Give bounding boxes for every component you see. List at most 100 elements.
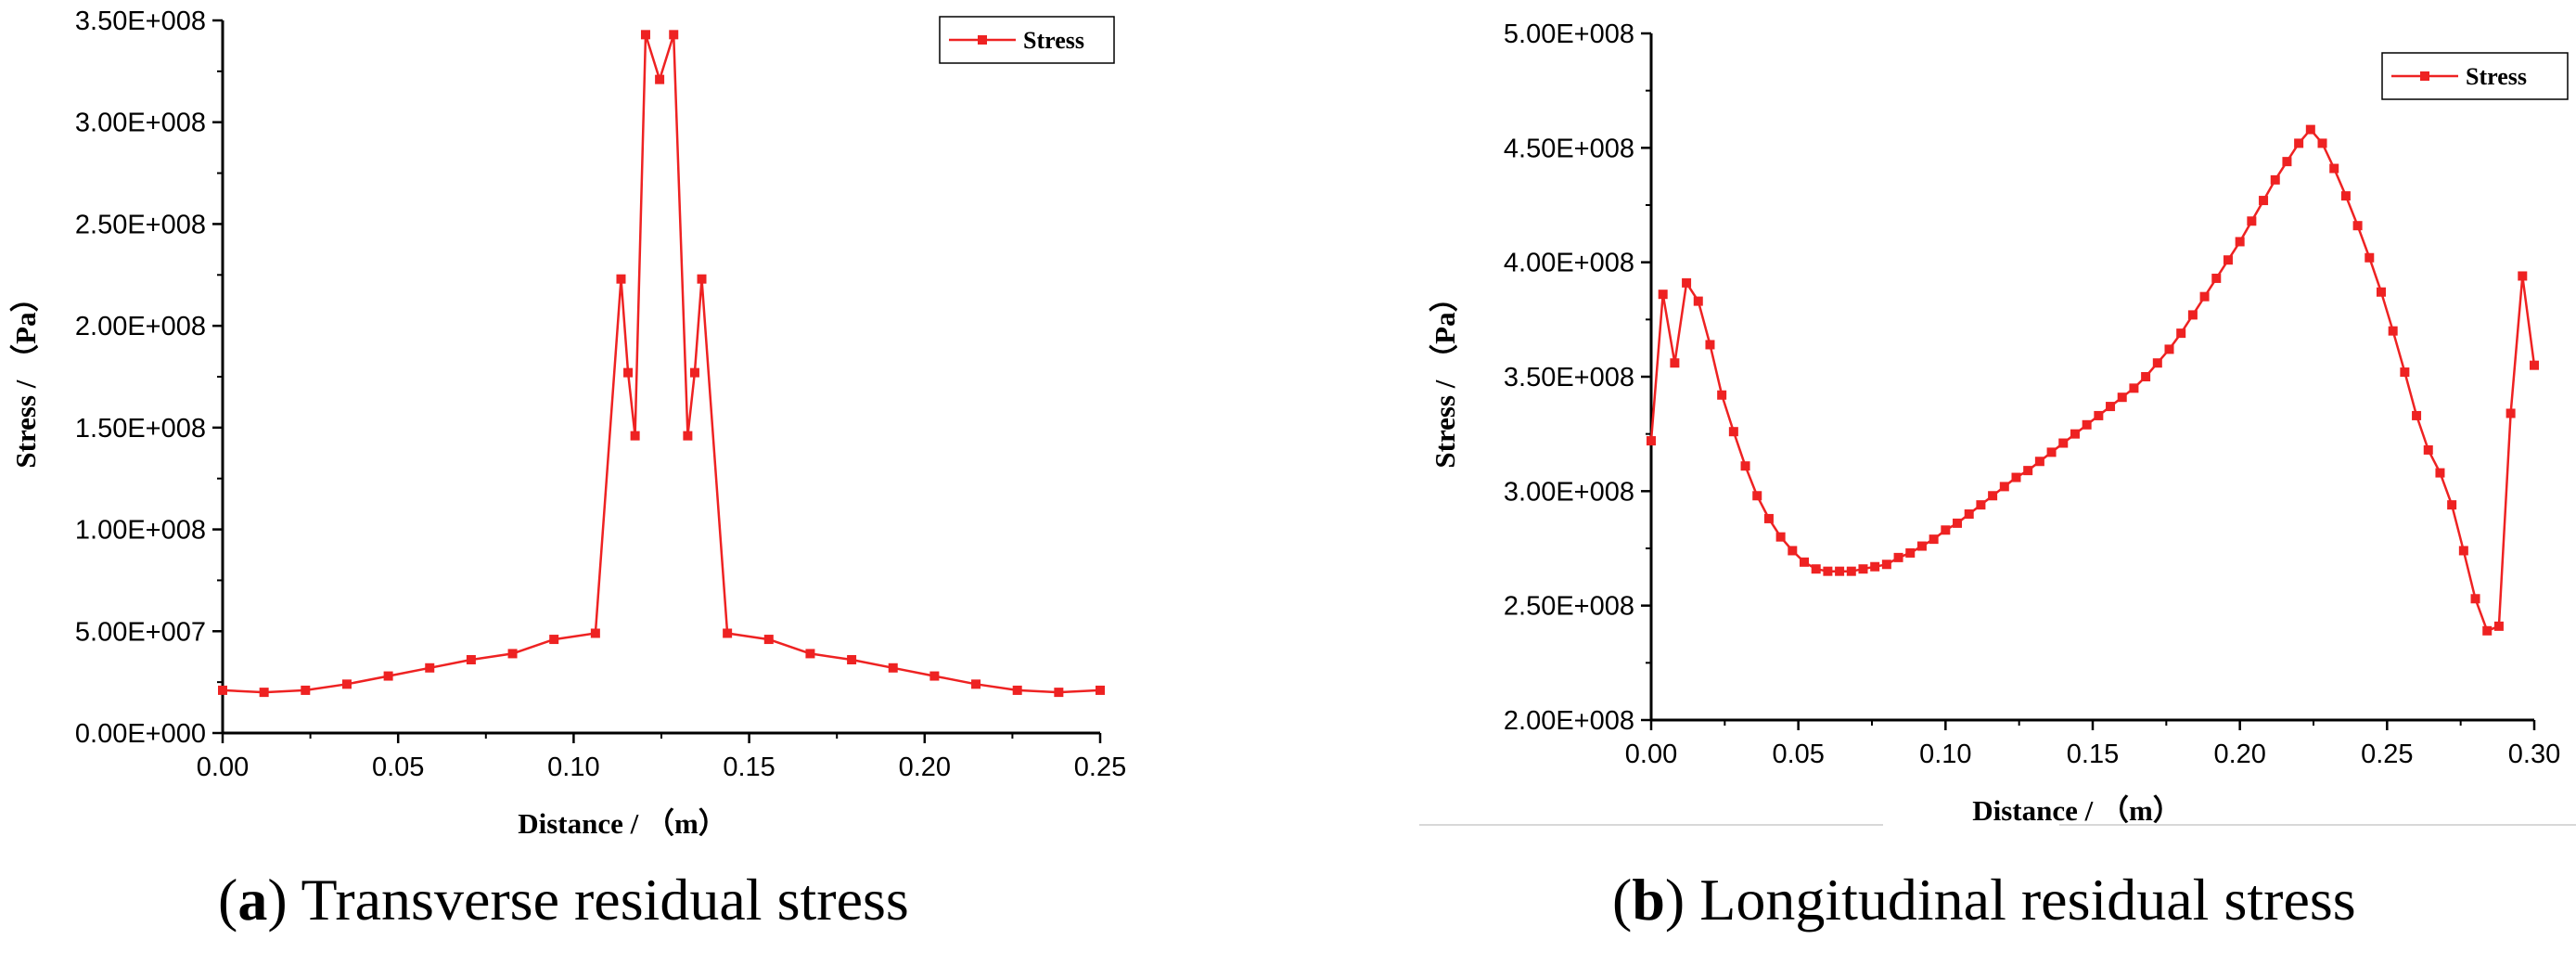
data-point — [2082, 419, 2092, 430]
data-point — [259, 688, 269, 698]
data-point — [2152, 358, 2162, 368]
data-point — [1054, 688, 1064, 698]
data-point — [697, 274, 707, 284]
data-point — [2046, 447, 2057, 457]
data-point — [1929, 534, 1939, 545]
data-point — [341, 679, 352, 689]
panel-label-a: a — [237, 867, 268, 933]
data-point — [2117, 392, 2127, 403]
data-point — [2470, 594, 2480, 604]
data-point — [1905, 547, 1916, 558]
data-point — [2317, 138, 2327, 148]
data-point — [1800, 557, 1810, 567]
data-point — [2211, 273, 2222, 283]
data-point — [2247, 216, 2257, 226]
data-point — [2482, 625, 2493, 636]
y-tick-label: 2.50E+008 — [75, 210, 206, 239]
x-axis-label: Distance / （m） — [518, 807, 727, 840]
data-point — [1916, 541, 1927, 551]
x-axis-label: Distance / （m） — [1972, 794, 2182, 827]
data-point — [1858, 564, 1868, 574]
x-tick-label: 0.05 — [1772, 740, 1824, 769]
data-point — [2141, 372, 2151, 381]
data-point — [1893, 552, 1903, 562]
data-point — [630, 431, 640, 441]
data-point — [2493, 621, 2504, 631]
data-point — [655, 74, 665, 84]
data-point — [1705, 340, 1715, 350]
x-tick-label: 0.00 — [1625, 740, 1677, 769]
data-point — [805, 649, 815, 659]
y-tick-label: 1.00E+008 — [75, 516, 206, 546]
x-tick-label: 0.25 — [2361, 740, 2413, 769]
y-axis-label: Stress / （Pa） — [1429, 283, 1461, 468]
data-point — [2423, 444, 2433, 455]
data-point — [1976, 500, 1986, 510]
data-point — [2400, 367, 2410, 378]
data-point — [1012, 685, 1022, 695]
data-point — [425, 663, 435, 673]
x-tick-label: 0.05 — [372, 753, 424, 782]
data-point — [2294, 138, 2304, 148]
data-point — [683, 431, 693, 441]
y-tick-label: 5.00E+007 — [75, 617, 206, 647]
data-point — [1717, 390, 1727, 400]
x-tick-label: 0.15 — [723, 753, 775, 782]
legend-marker — [2420, 71, 2429, 81]
data-point — [2518, 271, 2528, 281]
caption-a-text: Transverse residual stress — [301, 867, 909, 933]
y-tick-label: 1.50E+008 — [75, 414, 206, 444]
data-point — [1658, 290, 1668, 300]
data-point — [301, 685, 311, 695]
data-point — [2447, 500, 2457, 510]
caption-b-text: Longitudinal residual stress — [1699, 867, 2356, 933]
data-point — [2164, 344, 2174, 354]
data-point — [1788, 546, 1798, 556]
data-point — [507, 649, 518, 659]
data-point — [1811, 564, 1821, 574]
x-tick-label: 0.10 — [547, 753, 599, 782]
data-point — [1835, 566, 1845, 576]
data-point — [2388, 326, 2398, 336]
data-point — [1682, 277, 1692, 288]
data-point — [847, 655, 857, 665]
data-point — [929, 671, 940, 681]
data-point — [2235, 237, 2245, 247]
y-tick-label: 4.00E+008 — [1504, 249, 1634, 278]
data-point — [2176, 328, 2186, 339]
data-point — [2034, 457, 2044, 467]
y-tick-label: 0.00E+000 — [75, 719, 206, 749]
data-point — [2011, 472, 2021, 482]
data-point — [623, 367, 634, 378]
data-point — [2259, 196, 2269, 206]
x-tick-label: 0.00 — [197, 753, 249, 782]
y-tick-label: 4.50E+008 — [1504, 134, 1634, 163]
data-point — [1881, 560, 1891, 570]
data-point — [218, 685, 227, 695]
data-point — [640, 30, 650, 40]
data-point — [2094, 410, 2104, 420]
data-point — [2530, 360, 2539, 370]
data-point — [2187, 310, 2198, 320]
data-point — [1775, 532, 1786, 542]
data-point — [2329, 163, 2339, 174]
data-point — [669, 30, 679, 40]
data-point — [1728, 427, 1738, 437]
x-tick-label: 0.20 — [899, 753, 951, 782]
data-point — [1953, 518, 1963, 528]
data-point — [2506, 408, 2516, 418]
chart-panel-b: 0.00 0.05 0.10 0.15 0.20 0.25 0.30 2.00E+008 2.5… — [1429, 19, 2569, 827]
data-point — [1693, 296, 1703, 306]
data-point — [2070, 429, 2080, 439]
x-tick-label: 0.25 — [1074, 753, 1126, 782]
y-tick-label: 2.00E+008 — [1504, 706, 1634, 736]
data-point — [1941, 525, 1951, 535]
data-point — [2340, 191, 2351, 201]
data-point — [1670, 358, 1680, 368]
data-point — [2282, 157, 2292, 167]
caption-a: (a) Transverse residual stress — [218, 867, 909, 933]
data-point — [2365, 252, 2375, 263]
data-point — [888, 663, 898, 673]
data-point — [2058, 438, 2069, 448]
